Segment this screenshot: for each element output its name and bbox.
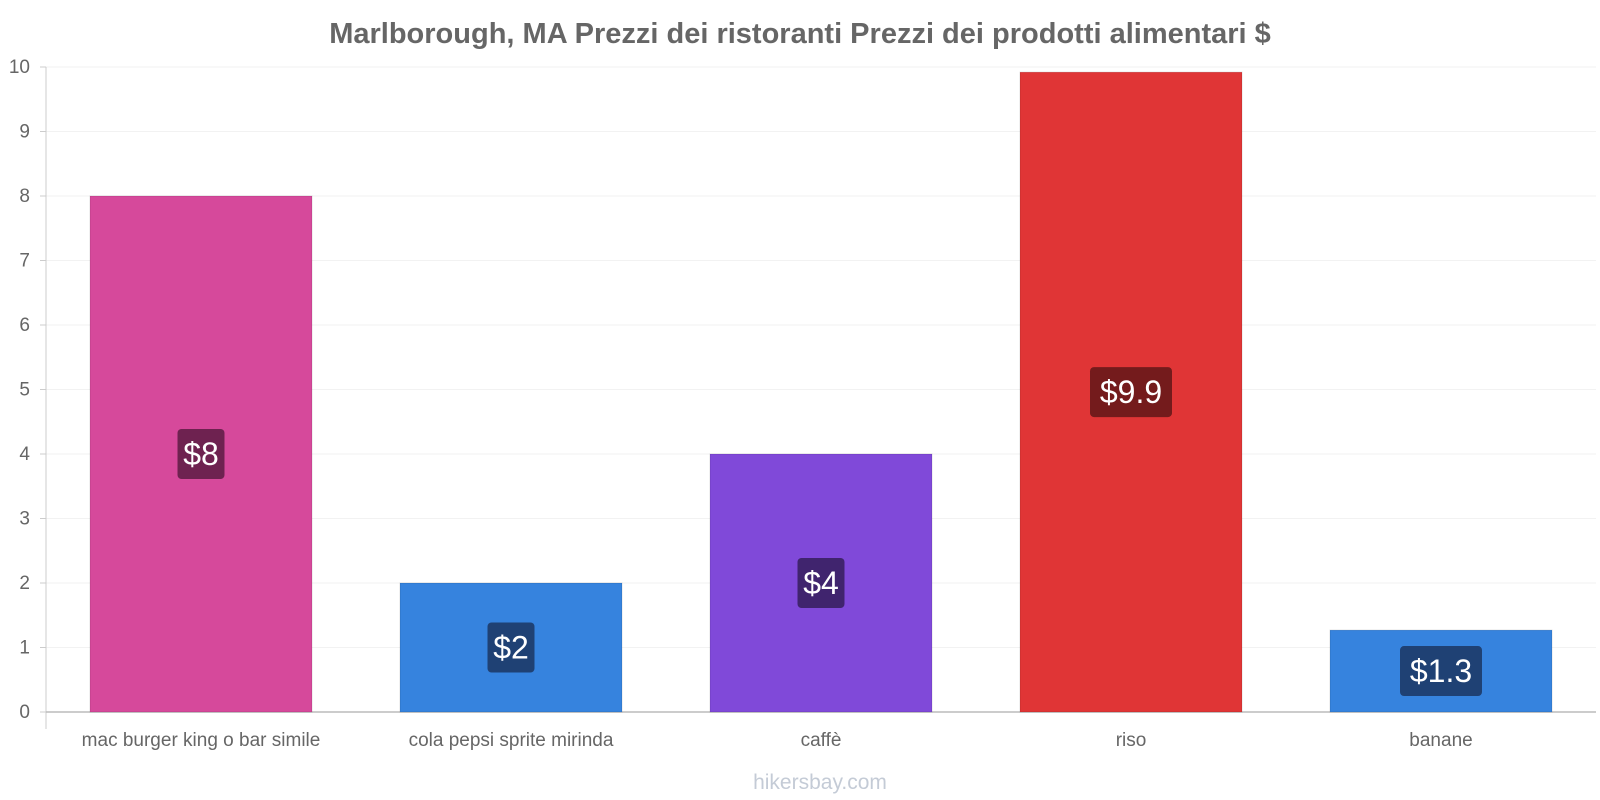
y-tick-label: 5 — [19, 380, 30, 401]
y-tick-label: 1 — [19, 638, 30, 659]
value-label-background — [1400, 646, 1482, 697]
y-tick-label: 2 — [19, 573, 30, 594]
value-label: $1.3 — [1410, 653, 1472, 689]
y-tick-label: 6 — [19, 315, 30, 336]
chart-title: Marlborough, MA Prezzi dei ristoranti Pr… — [329, 18, 1271, 50]
y-tick-label: 9 — [19, 122, 30, 143]
value-label-background — [1090, 367, 1172, 418]
y-tick-label: 4 — [19, 444, 30, 465]
category-labels: mac burger king o bar simile cola pepsi s… — [82, 730, 1473, 751]
bars — [89, 71, 1553, 713]
value-label-background — [177, 429, 225, 479]
value-label: $9.9 — [1100, 374, 1162, 410]
y-tick-label: 0 — [19, 702, 30, 723]
value-label-background — [797, 558, 845, 608]
value-label: $8 — [183, 436, 219, 472]
category-label: caffè — [801, 730, 842, 751]
y-tick-label: 3 — [19, 509, 30, 530]
value-label: $2 — [493, 630, 529, 666]
category-label: cola pepsi sprite mirinda — [409, 730, 614, 751]
y-tick-label: 7 — [19, 251, 30, 272]
value-label: $4 — [803, 565, 839, 601]
y-tick-label: 8 — [19, 186, 30, 207]
value-labels: $8 $2 $4 $9.9 $1.3 — [177, 367, 1482, 697]
watermark: hikersbay.com — [753, 771, 887, 794]
y-axis-ticks: 0 1 2 3 4 5 6 7 8 9 10 — [9, 57, 46, 723]
category-label: mac burger king o bar simile — [82, 730, 321, 751]
category-label: banane — [1409, 730, 1472, 751]
category-label: riso — [1116, 730, 1147, 751]
y-tick-label: 10 — [9, 57, 30, 78]
value-label-background — [487, 622, 535, 673]
